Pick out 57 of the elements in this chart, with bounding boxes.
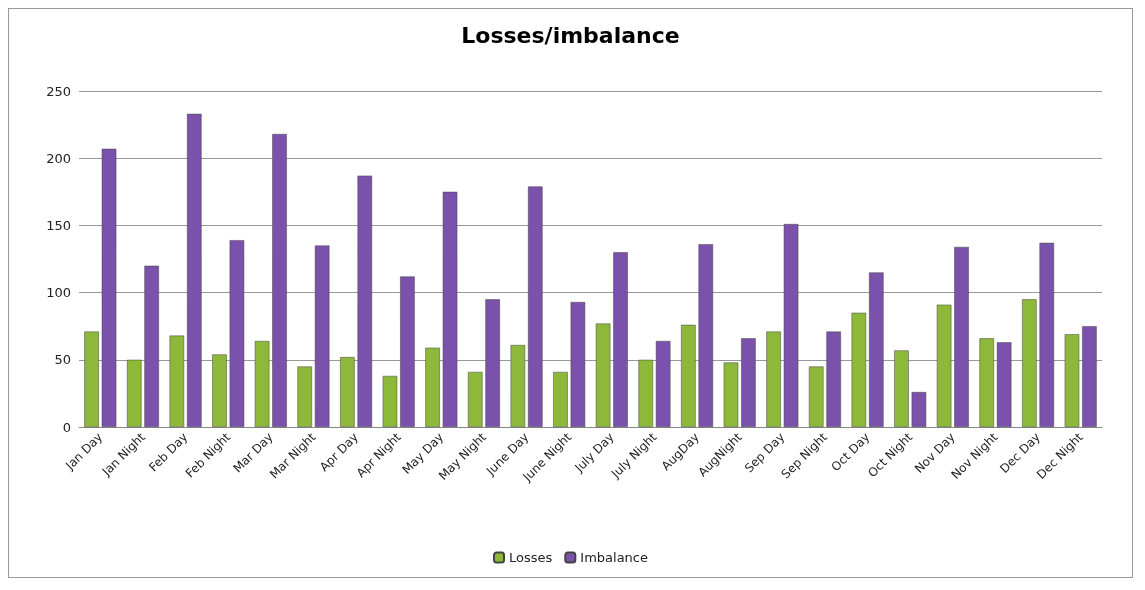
bar bbox=[297, 366, 312, 427]
bar bbox=[723, 362, 739, 427]
bar bbox=[314, 245, 330, 427]
bar bbox=[169, 335, 185, 427]
y-tick-label: 200 bbox=[46, 150, 71, 166]
bar bbox=[425, 347, 440, 427]
bar bbox=[187, 113, 202, 427]
bar bbox=[570, 302, 586, 427]
bar bbox=[996, 342, 1012, 427]
bar bbox=[808, 366, 824, 427]
bar bbox=[869, 272, 884, 427]
bar bbox=[553, 371, 568, 427]
bar bbox=[84, 331, 99, 427]
bar bbox=[681, 324, 696, 427]
bar bbox=[400, 276, 415, 427]
bar bbox=[1064, 334, 1080, 427]
bar bbox=[638, 359, 653, 427]
y-tick-label: 250 bbox=[46, 83, 71, 99]
bar bbox=[613, 252, 628, 427]
y-tick-label: 50 bbox=[54, 352, 71, 368]
bar bbox=[1039, 242, 1055, 427]
bar bbox=[382, 375, 398, 427]
bar bbox=[698, 244, 714, 427]
bar bbox=[126, 359, 142, 427]
bar bbox=[851, 312, 867, 427]
bar bbox=[936, 304, 952, 427]
bar bbox=[254, 340, 270, 427]
bar bbox=[741, 338, 756, 427]
bar bbox=[485, 299, 500, 427]
bar bbox=[442, 191, 458, 427]
legend-label: Imbalance bbox=[580, 550, 648, 565]
bar bbox=[826, 331, 841, 427]
bar bbox=[340, 357, 355, 427]
bar bbox=[979, 338, 994, 427]
bar bbox=[911, 392, 927, 427]
bar bbox=[894, 350, 909, 427]
bar bbox=[101, 148, 117, 427]
bar bbox=[212, 354, 227, 427]
y-tick-label: 0 bbox=[62, 419, 71, 435]
chart-title: Losses/imbalance bbox=[461, 22, 680, 48]
bar bbox=[229, 240, 245, 427]
bar bbox=[357, 175, 373, 427]
bar bbox=[1082, 326, 1097, 427]
bar bbox=[467, 371, 483, 427]
bar bbox=[1022, 299, 1037, 427]
bar bbox=[595, 323, 611, 427]
y-tick-label: 100 bbox=[46, 285, 71, 301]
y-tick-label: 150 bbox=[46, 217, 71, 233]
bar bbox=[272, 134, 287, 427]
bar bbox=[954, 246, 969, 427]
bar bbox=[510, 345, 526, 427]
bar bbox=[655, 340, 671, 427]
bar bbox=[528, 186, 543, 427]
bar bbox=[783, 224, 799, 427]
legend-label: Losses bbox=[509, 550, 553, 565]
bar bbox=[766, 331, 781, 427]
bar bbox=[144, 265, 159, 427]
